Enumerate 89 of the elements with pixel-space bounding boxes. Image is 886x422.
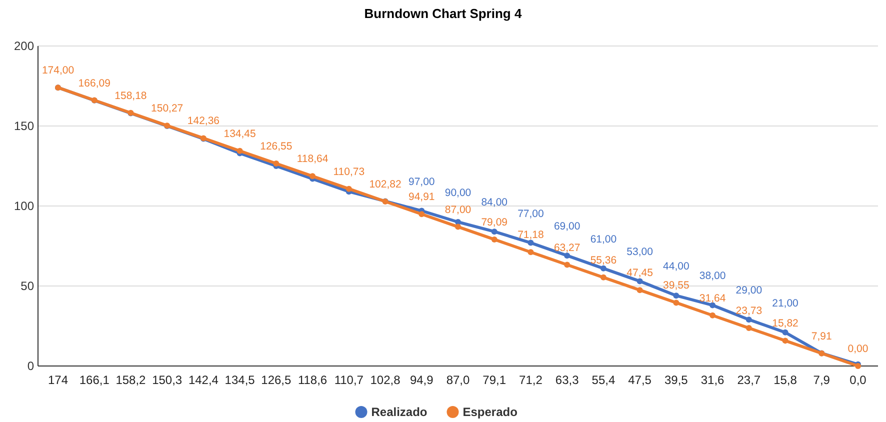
x-tick-label: 15,8 [774, 373, 798, 387]
point [273, 160, 280, 167]
data-label: 29,00 [736, 284, 762, 297]
point [710, 312, 716, 318]
data-label: 39,55 [663, 280, 690, 292]
x-tick-label: 47,5 [628, 373, 652, 387]
data-label: 158,18 [114, 90, 147, 102]
x-tick-label: 126,5 [261, 373, 292, 387]
data-label: 126,55 [260, 140, 292, 153]
x-tick-label: 174 [48, 373, 68, 387]
point [600, 265, 606, 272]
data-label: 7,91 [811, 330, 832, 342]
data-label: 63,27 [554, 242, 580, 254]
x-tick-label: 7,9 [813, 373, 830, 387]
point [673, 300, 680, 306]
data-label: 69,00 [554, 220, 580, 233]
data-label: 61,00 [590, 233, 617, 246]
point [636, 287, 643, 294]
point [636, 278, 643, 284]
point [746, 325, 752, 332]
x-tick-label: 158,2 [116, 373, 146, 387]
data-label: 150,27 [151, 102, 184, 115]
x-tick-label: 31,6 [700, 373, 725, 387]
data-label: 21,00 [772, 297, 799, 310]
point [455, 219, 461, 225]
x-tick-label: 142,4 [188, 373, 219, 387]
data-label: 142,36 [187, 115, 220, 128]
point [528, 240, 534, 246]
x-tick-label: 166,1 [79, 373, 110, 387]
data-label: 102,82 [369, 178, 402, 190]
data-label: 134,45 [224, 128, 256, 140]
data-label: 94,91 [408, 191, 435, 204]
x-tick-label: 150,3 [152, 373, 182, 387]
data-label: 0,00 [848, 343, 868, 355]
x-tick-label: 118,6 [298, 373, 328, 387]
legend-label: Realizado [371, 405, 428, 420]
x-tick-label: 110,7 [334, 373, 364, 387]
x-tick-label: 23,7 [737, 373, 761, 387]
x-tick-label: 39,5 [664, 373, 688, 387]
data-label: 90,00 [444, 187, 472, 199]
data-label: 84,00 [481, 196, 508, 209]
data-label: 79,09 [481, 216, 508, 228]
data-label: 166,09 [78, 77, 111, 90]
data-label: 47,45 [626, 267, 654, 280]
data-label: 53,00 [626, 246, 654, 258]
x-tick-label: 134,5 [224, 373, 256, 387]
point [455, 224, 461, 230]
point [782, 329, 788, 336]
y-tick-label: 0 [27, 359, 34, 374]
data-label: 87,00 [444, 204, 472, 216]
x-tick-label: 87,0 [446, 373, 470, 387]
point [491, 236, 498, 242]
point [491, 228, 498, 235]
x-tick-label: 102,8 [370, 373, 401, 387]
x-tick-label: 94,9 [410, 373, 434, 387]
point [746, 316, 752, 323]
point [528, 249, 534, 256]
data-label: 38,00 [699, 270, 726, 282]
point [564, 262, 570, 268]
data-label: 77,00 [518, 208, 544, 220]
data-label: 174,00 [42, 64, 74, 77]
point [346, 186, 352, 192]
x-tick-label: 71,2 [519, 373, 543, 387]
chart-title: Burndown Chart Spring 4 [364, 6, 522, 21]
data-label: 15,82 [772, 318, 799, 330]
point [310, 173, 316, 180]
data-label: 23,73 [736, 305, 762, 318]
data-label: 55,36 [590, 254, 617, 266]
y-tick-label: 150 [14, 119, 34, 134]
data-label: 71,18 [518, 229, 544, 242]
point [418, 211, 425, 218]
data-label: 97,00 [408, 176, 435, 188]
data-label: 31,64 [699, 292, 726, 304]
point [782, 338, 788, 344]
point [673, 292, 680, 299]
legend-label: Esperado [462, 405, 518, 420]
x-tick-label: 79,1 [482, 373, 506, 387]
x-tick-label: 63,3 [555, 373, 580, 387]
y-tick-label: 50 [20, 279, 34, 294]
point [236, 148, 243, 154]
data-label: 44,00 [663, 260, 690, 273]
x-tick-label: 55,4 [592, 373, 616, 387]
data-label: 118,64 [296, 153, 328, 166]
point [600, 274, 606, 280]
data-label: 110,73 [333, 166, 365, 178]
x-tick-label: 0,0 [850, 373, 867, 387]
y-tick-label: 200 [14, 39, 34, 54]
point [564, 252, 570, 259]
y-tick-label: 100 [14, 199, 34, 214]
